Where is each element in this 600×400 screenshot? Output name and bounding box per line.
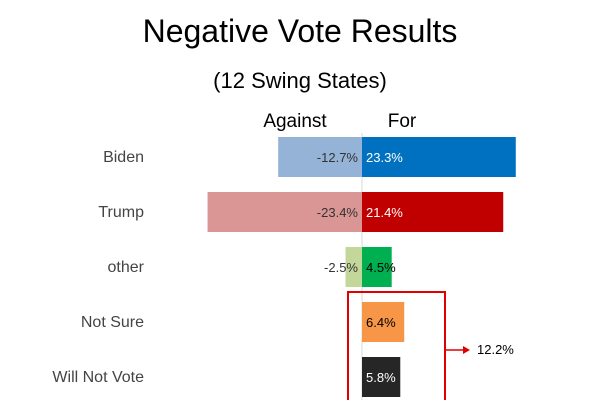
against-bar-trump — [207, 192, 362, 232]
against-label-trump: -23.4% — [317, 205, 359, 220]
callout-label: 12.2% — [477, 342, 514, 357]
for-label-will-not-vote: 5.8% — [366, 370, 396, 385]
for-bar-will-not-vote — [362, 357, 401, 397]
for-bar-biden — [362, 137, 516, 177]
for-label-trump: 21.4% — [366, 205, 403, 220]
category-label-biden: Biden — [103, 149, 144, 166]
category-label-other: other — [108, 259, 145, 276]
callout-box — [347, 291, 446, 400]
for-label-not-sure: 6.4% — [366, 315, 396, 330]
for-bar-trump — [362, 192, 504, 232]
for-header: For — [388, 111, 417, 132]
callout-arrow-head — [463, 346, 470, 354]
chart-subtitle: (12 Swing States) — [213, 68, 387, 93]
for-bar-other — [362, 247, 392, 287]
against-header: Against — [263, 111, 327, 132]
against-bar-other — [345, 247, 362, 287]
for-bar-not-sure — [362, 302, 405, 342]
chart-title: Negative Vote Results — [143, 13, 458, 49]
against-bar-biden — [278, 137, 362, 177]
against-label-biden: -12.7% — [317, 150, 359, 165]
for-label-biden: 23.3% — [366, 150, 403, 165]
against-label-other: -2.5% — [324, 260, 358, 275]
bars-layer: Biden -12.7% 23.3% Trump -23.4% 21.4% other -2.… — [52, 137, 516, 400]
category-label-will-not-vote: Will Not Vote — [52, 369, 144, 386]
category-label-not-sure: Not Sure — [81, 314, 144, 331]
category-label-trump: Trump — [98, 204, 144, 221]
for-label-other: 4.5% — [366, 260, 396, 275]
